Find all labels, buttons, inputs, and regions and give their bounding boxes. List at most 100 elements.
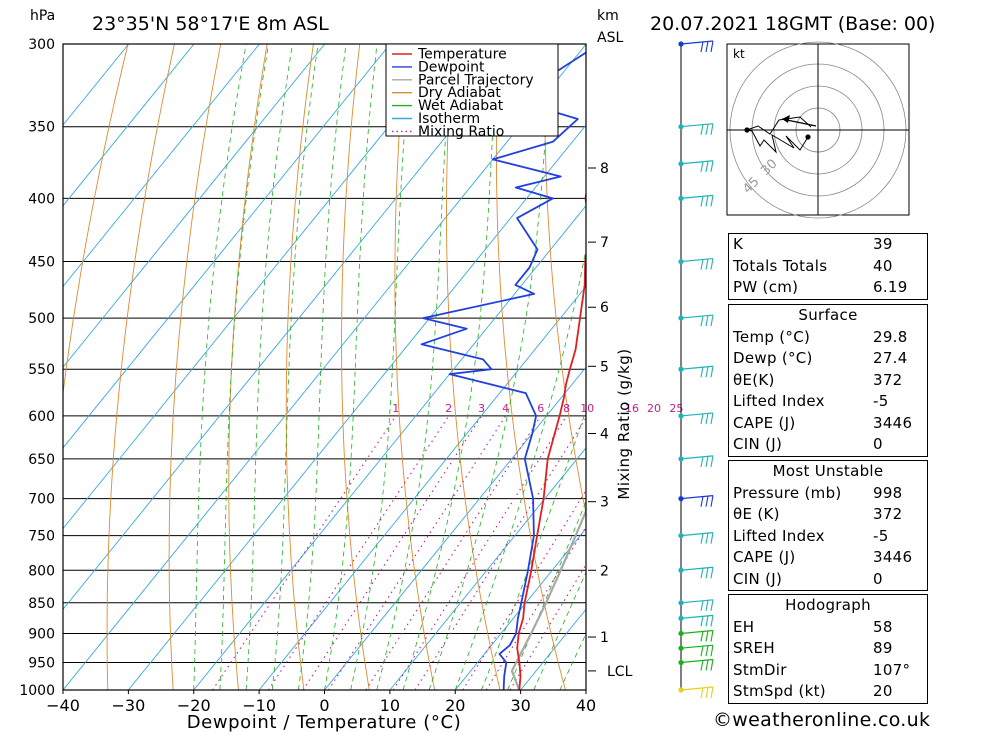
pressure-tick-label: 700 xyxy=(28,492,55,508)
indices-panel: K 39 Totals Totals 40 PW (cm) 6.19 xyxy=(728,233,928,300)
legend-entry: Mixing Ratio xyxy=(418,124,504,140)
km-tick-label: 5 xyxy=(600,359,609,375)
surface-thetae-label: θE(K) xyxy=(733,370,775,389)
credit-link[interactable]: ©weatheronline.co.uk xyxy=(713,709,931,731)
sreh-value: 89 xyxy=(873,639,893,657)
hodograph-stats-panel: Hodograph EH 58 SREH 89 StmDir 107° StmSpd … xyxy=(728,594,928,704)
wind-barb xyxy=(680,566,714,579)
most-unstable-title: Most Unstable xyxy=(772,462,884,480)
mu-cape-value: 3446 xyxy=(873,548,913,566)
km-tick-label: 6 xyxy=(600,300,609,316)
temp-tick-label: 20 xyxy=(445,696,465,715)
hodograph-stats-title: Hodograph xyxy=(785,596,871,614)
mixing-ratio-line xyxy=(267,415,450,690)
wet-adiabat xyxy=(533,571,586,690)
x-axis-title: Dewpoint / Temperature (°C) xyxy=(187,712,462,733)
table-row: Lifted Index -5 xyxy=(729,526,927,548)
wind-barb xyxy=(680,365,714,378)
surface-dewp-label: Dewp (°C) xyxy=(733,349,813,367)
table-row: θE (K) 372 xyxy=(729,504,927,526)
km-tick-label: 2 xyxy=(600,563,609,579)
mu-thetae-value: 372 xyxy=(873,505,903,523)
isotherm-line xyxy=(63,44,522,611)
mu-pressure-value: 998 xyxy=(873,483,903,502)
wind-barb xyxy=(680,686,714,699)
wind-barb xyxy=(680,412,714,425)
totals-totals-row: Totals Totals 40 xyxy=(729,256,927,278)
wet-adiabat xyxy=(402,44,499,690)
dry-adiabat xyxy=(341,44,370,690)
totals-totals-label: Totals Totals xyxy=(733,256,828,275)
dewpoint-line xyxy=(420,51,586,690)
table-row: Lifted Index -5 xyxy=(729,391,927,413)
mixing-ratio-label: 16 xyxy=(625,402,639,415)
wind-barb xyxy=(680,455,714,467)
mixing-ratio-label: 6 xyxy=(537,402,544,415)
legend-box xyxy=(385,43,559,137)
table-row: StmDir 107° xyxy=(729,660,927,682)
dry-adiabat xyxy=(916,44,1000,690)
mixing-ratio-label: 3 xyxy=(478,402,485,415)
surface-cape-value: 3446 xyxy=(873,413,913,432)
wind-barb xyxy=(680,644,714,657)
mixing-ratio-line xyxy=(392,415,568,690)
mu-thetae-label: θE (K) xyxy=(733,505,780,523)
pressure-tick-label: 900 xyxy=(28,626,55,642)
k-index-value: 39 xyxy=(873,235,893,253)
isotherm-line xyxy=(63,44,195,207)
table-row: EH 58 xyxy=(729,617,927,639)
mixing-ratio-line xyxy=(328,415,507,690)
legend-entry: Parcel Trajectory xyxy=(418,72,534,88)
km-axis: 1 2 3 4 5 6 7 8 LCL xyxy=(588,161,633,680)
mixing-ratio-label: 1 xyxy=(392,402,399,415)
pressure-tick-label: 550 xyxy=(28,362,55,378)
table-row: StmSpd (kt) 20 xyxy=(729,681,927,703)
table-row: Temp (°C) 29.8 xyxy=(729,327,927,349)
surface-li-value: -5 xyxy=(873,392,889,410)
pressure-tick-label: 650 xyxy=(28,452,55,468)
pressure-axis: 300 350 400 450 500 550 600 650 700 750 800 850 900 9… xyxy=(19,37,55,699)
wind-barb-dot xyxy=(678,630,684,637)
table-row: θE(K) 372 xyxy=(729,370,927,392)
mixing-ratio-line xyxy=(302,415,482,690)
eh-value: 58 xyxy=(873,617,893,636)
stmdir-value: 107° xyxy=(873,660,911,679)
dry-adiabat xyxy=(106,44,175,690)
stmspd-label: StmSpd (kt) xyxy=(733,682,826,700)
isotherm-line xyxy=(63,44,260,288)
dry-adiabat xyxy=(495,44,566,690)
dry-adiabat xyxy=(394,44,436,690)
dry-adiabat xyxy=(63,44,129,397)
temp-tick-label: −10 xyxy=(242,696,276,715)
wind-barb xyxy=(680,257,714,270)
temp-tick-label: 0 xyxy=(319,696,329,715)
dry-adiabat xyxy=(285,44,314,690)
wet-adiabat xyxy=(324,44,378,690)
mixing-ratio-line xyxy=(212,415,397,690)
temperature-axis: −40 −30 −20 −10 0 10 20 30 40 xyxy=(46,690,596,715)
wind-barb xyxy=(680,314,714,327)
surface-cin-value: 0 xyxy=(873,435,883,453)
wind-barb xyxy=(680,599,714,611)
k-index-row: K 39 xyxy=(729,234,927,256)
isotherm-line xyxy=(454,527,586,690)
temperature-line xyxy=(516,190,586,690)
mu-cape-label: CAPE (J) xyxy=(733,548,796,566)
wind-barb xyxy=(680,532,714,544)
wet-adiabat xyxy=(193,44,247,690)
wet-adiabat xyxy=(454,246,586,690)
surface-temp-label: Temp (°C) xyxy=(733,327,811,346)
km-tick-label: 1 xyxy=(600,630,609,646)
sreh-label: SREH xyxy=(733,639,775,657)
hodograph-start-dot xyxy=(805,134,811,140)
surface-title: Surface xyxy=(798,306,858,324)
surface-panel: Surface Temp (°C) 29.8 Dewp (°C) 27.4 θE(K… xyxy=(728,304,928,457)
eh-label: EH xyxy=(733,617,755,636)
dry-adiabat xyxy=(228,44,268,690)
wind-barb-dot xyxy=(678,659,684,666)
km-tick-label: LCL xyxy=(607,664,633,680)
wind-barb xyxy=(680,160,714,172)
stmdir-label: StmDir xyxy=(733,660,787,679)
surface-thetae-value: 372 xyxy=(873,370,903,389)
